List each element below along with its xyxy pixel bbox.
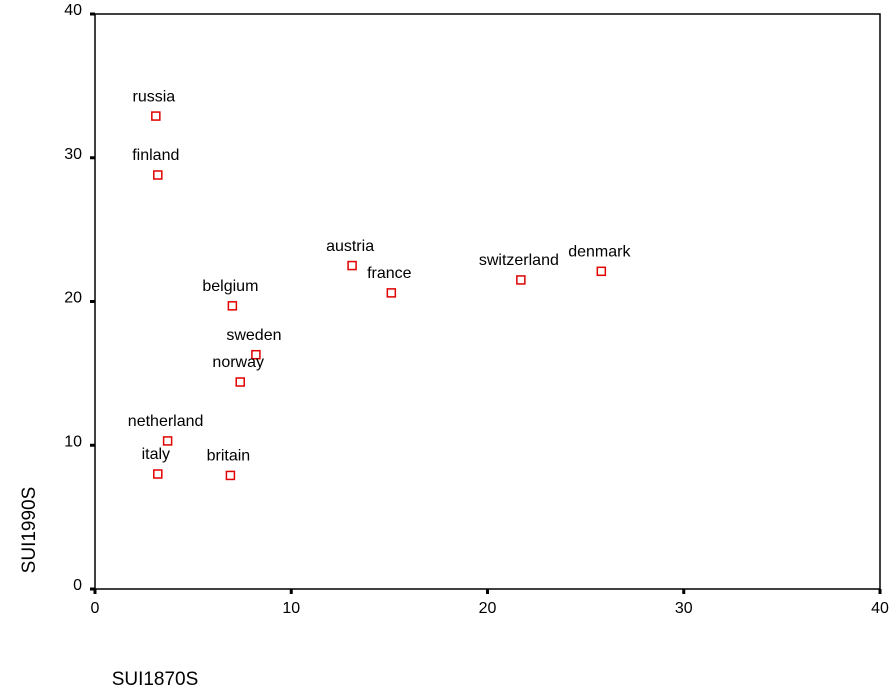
y-tick-label: 40: [64, 2, 82, 19]
x-tick-label: 0: [91, 600, 100, 617]
y-axis-label: SUI1990S: [19, 487, 40, 574]
point-label: norway: [212, 354, 264, 371]
point: [347, 260, 357, 271]
point-label: italy: [142, 446, 170, 463]
point: [516, 275, 526, 285]
point-label: russia: [132, 88, 175, 105]
y-tick-label: 10: [64, 433, 82, 450]
x-tick-label: 10: [282, 600, 300, 617]
point: [153, 170, 163, 180]
point-label: denmark: [568, 244, 631, 261]
point: [153, 469, 163, 479]
y-tick-label: 0: [73, 577, 82, 594]
y-tick-label: 30: [64, 146, 82, 163]
point-label: sweden: [226, 327, 281, 344]
point-label: switzerland: [479, 252, 559, 269]
x-tick-label: 30: [675, 600, 693, 617]
x-tick-label: 40: [871, 600, 889, 617]
plot-frame: [94, 13, 881, 590]
point: [251, 349, 261, 360]
point-label: britain: [207, 448, 251, 465]
y-tick-label: 20: [64, 290, 82, 307]
point: [225, 470, 236, 481]
point: [227, 301, 238, 311]
point-label: netherland: [128, 413, 204, 430]
point-label: austria: [326, 238, 374, 255]
x-axis-label: SUI1870S: [112, 669, 199, 690]
point: [386, 288, 397, 298]
point-label: belgium: [202, 278, 258, 295]
point-label: finland: [132, 147, 179, 164]
point: [162, 436, 173, 446]
point: [235, 377, 245, 387]
x-tick-label: 20: [479, 600, 497, 617]
point-label: france: [367, 265, 412, 282]
point: [151, 111, 161, 121]
point: [596, 266, 607, 277]
